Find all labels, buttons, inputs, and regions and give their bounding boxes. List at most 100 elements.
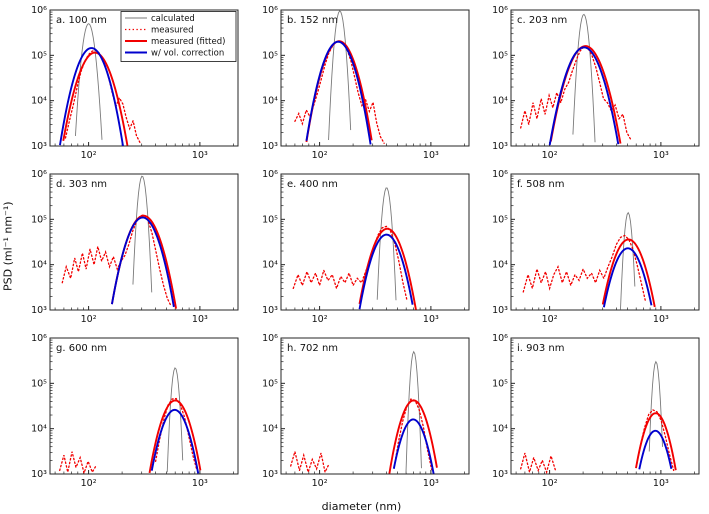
y-tick-label: 10⁶ [262, 169, 278, 180]
series-measured-fitted-line [635, 412, 678, 471]
panel-h: 10² 10³ 10³ 10⁴ 10⁵ 10⁶ h. 702 nm [262, 333, 470, 489]
y-tick-label: 10⁶ [492, 169, 508, 180]
y-tick-label: 10⁶ [262, 5, 278, 16]
series-calculated-line [166, 367, 184, 473]
x-tick-label: 10² [81, 478, 97, 489]
series-vol-correction-line [358, 233, 414, 310]
legend-label-measured: measured [151, 26, 193, 36]
y-tick-label: 10⁴ [492, 260, 508, 271]
y-tick-label: 10⁴ [492, 96, 508, 107]
series-vol-correction-line [603, 247, 653, 308]
y-tick-label: 10⁶ [492, 333, 508, 344]
panel-b: 10² 10³ 10³ 10⁴ 10⁵ 10⁶ b. 152 nm [262, 5, 470, 161]
panel-label: d. 303 nm [56, 179, 107, 190]
y-tick-label: 10⁵ [492, 50, 508, 61]
y-tick-label: 10⁵ [31, 50, 47, 61]
x-tick-label: 10² [542, 150, 558, 161]
x-tick-label: 10³ [423, 314, 439, 325]
y-tick-label: 10⁶ [31, 5, 47, 16]
axes-frame [280, 9, 470, 147]
x-tick-label: 10³ [423, 150, 439, 161]
y-tick-label: 10⁴ [492, 424, 508, 435]
series-measured-fitted-line [62, 51, 129, 146]
y-tick-label: 10⁶ [492, 5, 508, 16]
y-axis-label: PSD (ml⁻¹ nm⁻¹) [1, 201, 15, 291]
series-vol-correction-line [59, 47, 124, 147]
y-tick-label: 10⁵ [262, 214, 278, 225]
series-measured-fitted-line [358, 227, 417, 310]
panel-label: e. 400 nm [287, 179, 338, 190]
panel-e: 10² 10³ 10³ 10⁴ 10⁵ 10⁶ e. 400 nm [262, 169, 470, 325]
y-tick-label: 10⁵ [492, 378, 508, 389]
series-vol-correction-line [549, 46, 620, 146]
legend-label-vol_correction: w/ vol. correction [151, 49, 224, 59]
y-tick-label: 10³ [31, 305, 47, 316]
series-calculated-line [620, 211, 636, 310]
x-tick-label: 10² [81, 314, 97, 325]
series-vol-correction-line [638, 429, 673, 470]
y-tick-label: 10⁵ [262, 50, 278, 61]
series-measured-fitted-line [602, 238, 657, 308]
panel-c: 10² 10³ 10³ 10⁴ 10⁵ 10⁶ c. 203 nm [492, 5, 700, 161]
panel-d: 10² 10³ 10³ 10⁴ 10⁵ 10⁶ d. 303 nm [31, 169, 239, 325]
legend-label-calculated: calculated [151, 14, 195, 24]
x-tick-label: 10² [311, 314, 327, 325]
axes-frame [280, 337, 470, 475]
series-measured-fitted-line [148, 399, 202, 474]
y-tick-label: 10⁶ [31, 333, 47, 344]
series-vol-correction-line [392, 418, 435, 474]
y-tick-label: 10⁶ [31, 169, 47, 180]
series-measured-line [61, 214, 172, 308]
y-tick-label: 10³ [262, 305, 278, 316]
panel-grid: 10² 10³ 10³ 10⁴ 10⁵ 10⁶ a. 100 nm calculated mea… [16, 2, 708, 494]
y-tick-label: 10³ [31, 141, 47, 152]
x-tick-label: 10³ [192, 314, 208, 325]
x-tick-label: 10² [542, 478, 558, 489]
panel-label: c. 203 nm [517, 15, 567, 26]
panel-i: 10² 10³ 10³ 10⁴ 10⁵ 10⁶ i. 903 nm [492, 333, 700, 489]
series-calculated-line [572, 13, 596, 143]
y-tick-label: 10⁴ [31, 424, 47, 435]
series-measured-line [520, 45, 632, 141]
series-calculated-line [649, 360, 664, 452]
series-measured-fitted-line [388, 399, 438, 474]
panel-label: i. 903 nm [517, 343, 564, 354]
y-tick-label: 10⁴ [262, 96, 278, 107]
x-tick-label: 10³ [423, 478, 439, 489]
y-tick-label: 10⁶ [262, 333, 278, 344]
axes-frame [510, 173, 700, 311]
x-tick-label: 10³ [653, 478, 669, 489]
panel-label: b. 152 nm [287, 15, 338, 26]
y-tick-label: 10⁴ [31, 260, 47, 271]
y-tick-label: 10³ [492, 141, 508, 152]
series-vol-correction-line [150, 408, 200, 474]
y-tick-label: 10⁵ [31, 378, 47, 389]
series-vol-correction-line [305, 40, 372, 145]
series-measured-line [522, 234, 647, 302]
y-tick-label: 10³ [492, 305, 508, 316]
panel-label: f. 508 nm [517, 179, 565, 190]
y-tick-label: 10⁴ [31, 96, 47, 107]
x-tick-label: 10³ [653, 314, 669, 325]
y-tick-label: 10⁴ [262, 260, 278, 271]
y-tick-label: 10⁴ [262, 424, 278, 435]
panel-label: g. 600 nm [56, 343, 107, 354]
panel-f: 10² 10³ 10³ 10⁴ 10⁵ 10⁶ f. 508 nm [492, 169, 700, 325]
axes-frame [49, 173, 239, 311]
legend-label-measured_fitted: measured (fitted) [151, 37, 225, 47]
y-tick-label: 10³ [262, 141, 278, 152]
panel-label: h. 702 nm [287, 343, 338, 354]
axes-frame [49, 337, 239, 475]
panel-g: 10² 10³ 10³ 10⁴ 10⁵ 10⁶ g. 600 nm [31, 333, 239, 489]
x-tick-label: 10³ [192, 478, 208, 489]
y-tick-label: 10⁵ [31, 214, 47, 225]
x-tick-label: 10² [81, 150, 97, 161]
y-tick-label: 10³ [492, 469, 508, 480]
series-vol-correction-line [110, 216, 175, 308]
y-tick-label: 10⁵ [492, 214, 508, 225]
y-tick-label: 10³ [31, 469, 47, 480]
x-tick-label: 10³ [653, 150, 669, 161]
panel-a: 10² 10³ 10³ 10⁴ 10⁵ 10⁶ a. 100 nm calculated mea… [31, 5, 239, 161]
